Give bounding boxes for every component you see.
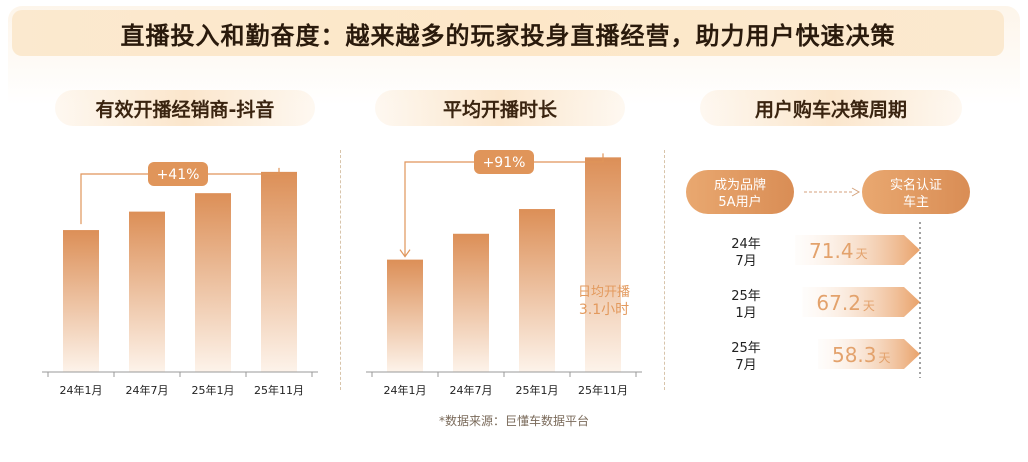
x-tick-label: 25年1月: [516, 383, 559, 397]
bar-2: [129, 211, 165, 372]
growth-arrow-head: [399, 249, 411, 258]
growth-badge-label: +41%: [157, 167, 200, 183]
growth-badge-label: +91%: [483, 155, 526, 171]
x-tick-label: 24年1月: [60, 383, 103, 397]
cycle-row-label-line2: 7月: [735, 254, 756, 269]
daily-live-note-line2: 3.1小时: [579, 302, 629, 318]
bar-1: [63, 230, 99, 372]
x-tick-label: 25年11月: [254, 383, 304, 397]
flow-start-node: [686, 170, 794, 214]
page-title: 直播投入和勤奋度：越来越多的玩家投身直播经营，助力用户快速决策: [12, 10, 1004, 56]
x-tick-label: 24年7月: [450, 383, 493, 397]
cycle-row-label-line1: 25年: [731, 289, 761, 304]
panel-divider-2: [664, 150, 665, 390]
flow-end-line2: 车主: [903, 194, 929, 210]
flow-arrow-head: [851, 187, 861, 197]
x-tick-label: 25年1月: [192, 383, 235, 397]
cycle-value: 58.3 天: [832, 343, 891, 367]
cycle-row-label-line1: 24年: [731, 237, 761, 252]
bar-4: [585, 157, 621, 372]
x-tick-label: 24年1月: [384, 383, 427, 397]
cycle-bar-2: [802, 287, 920, 317]
cycle-row-label-line2: 1月: [735, 306, 756, 321]
cycle-row-label-line1: 25年: [731, 341, 761, 356]
panel3-heading: 用户购车决策周期: [700, 90, 962, 126]
bar-1: [387, 259, 423, 372]
flow-end-node: [862, 170, 970, 214]
x-tick-label: 25年11月: [578, 383, 628, 397]
daily-live-note-line1: 日均开播: [578, 285, 630, 300]
flow-start-line2: 5A用户: [718, 194, 761, 210]
cycle-bar-3: [817, 339, 920, 369]
cycle-bar-1: [795, 235, 920, 265]
x-tick-label: 24年7月: [126, 383, 169, 397]
data-source-note: *数据来源：巨懂车数据平台: [438, 414, 589, 428]
bar-4: [261, 171, 297, 372]
panel2-heading: 平均开播时长: [375, 90, 625, 126]
growth-badge: [474, 150, 534, 174]
bar-chart-live-hours: 24年1月 24年7月 25年1月 25年11月 +91% 日均开播 3.1小时: [366, 150, 642, 397]
panel1-heading: 有效开播经销商-抖音: [55, 90, 315, 126]
infographic-frame: [8, 6, 1020, 456]
flow-end-line1: 实名认证: [890, 177, 942, 193]
panel-divider-1: [340, 150, 341, 390]
bar-3: [195, 193, 231, 372]
cycle-row-label-line2: 7月: [735, 358, 756, 373]
flow-start-line1: 成为品牌: [714, 177, 766, 193]
growth-badge: [148, 162, 208, 186]
bar-3: [519, 209, 555, 372]
bar-2: [453, 233, 489, 372]
bar-chart-dealers: 24年1月 24年7月 25年1月 25年11月 +41%: [42, 162, 318, 397]
